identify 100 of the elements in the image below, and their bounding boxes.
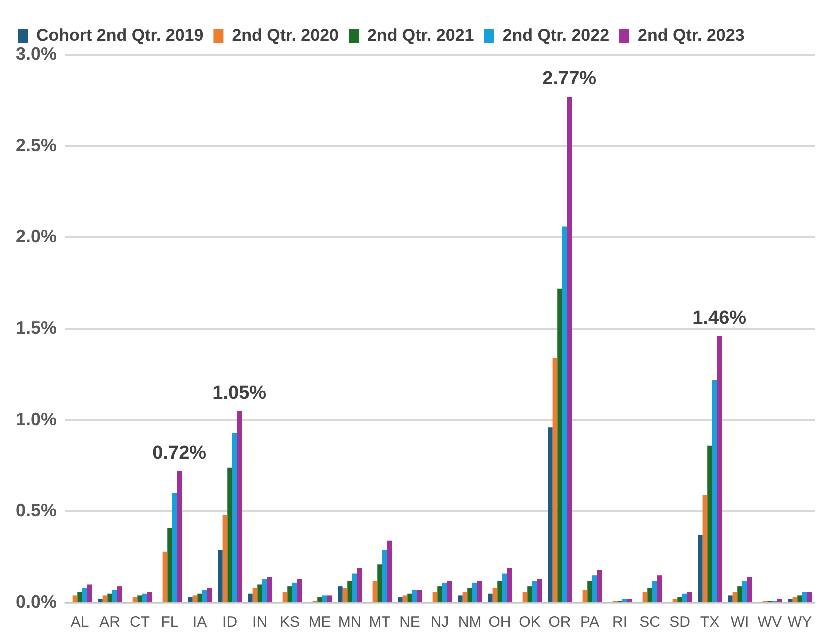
y-tick-label: 1.0% <box>16 409 58 430</box>
x-tick-label: NM <box>458 614 482 632</box>
bar <box>108 594 112 602</box>
bar <box>398 598 403 602</box>
bar <box>267 577 272 602</box>
bar <box>138 596 142 602</box>
bar <box>702 495 708 602</box>
bar <box>98 599 103 602</box>
bar <box>408 594 412 602</box>
bar <box>807 592 812 602</box>
x-tick-label: WV <box>758 614 782 632</box>
y-tick-label: 2.5% <box>16 135 58 156</box>
bar <box>378 564 382 602</box>
bar <box>252 588 258 602</box>
bar <box>322 596 328 602</box>
x-tick-label: NE <box>400 614 420 632</box>
y-tick-label: 0.0% <box>16 592 58 612</box>
bar <box>777 599 782 602</box>
bar <box>432 592 438 602</box>
bar <box>507 568 512 602</box>
bar <box>792 598 798 602</box>
bar <box>192 596 198 602</box>
legend-label: 2nd Qtr. 2021 <box>367 26 474 46</box>
bar <box>682 594 688 602</box>
bar <box>747 577 752 602</box>
bar <box>132 598 138 602</box>
bar <box>248 594 253 602</box>
bar <box>438 586 442 602</box>
bar <box>237 411 242 602</box>
bar <box>502 574 508 602</box>
x-tick-label: AL <box>70 614 90 632</box>
bar <box>147 592 152 602</box>
data-label: 1.05% <box>212 382 267 404</box>
bar <box>258 584 262 602</box>
legend-label: 2nd Qtr. 2020 <box>232 26 339 46</box>
bar <box>462 592 468 602</box>
bar <box>708 446 712 602</box>
x-tick-label: MN <box>338 614 362 632</box>
x-tick-label: FL <box>161 614 179 632</box>
x-tick-label: IN <box>252 614 268 632</box>
bar <box>172 493 178 602</box>
data-label: 1.46% <box>692 308 747 330</box>
data-label: 0.72% <box>152 443 207 464</box>
bar <box>492 588 498 602</box>
bar <box>387 540 392 602</box>
bar <box>202 590 208 602</box>
bar <box>657 576 662 602</box>
bar <box>142 594 148 602</box>
x-tick-label: WY <box>788 614 812 632</box>
bar <box>417 590 422 602</box>
bar <box>477 581 482 602</box>
bar <box>348 581 352 602</box>
bar <box>597 570 602 602</box>
bar <box>78 592 82 602</box>
bar <box>112 590 118 602</box>
bar <box>552 358 558 602</box>
bar <box>687 592 692 602</box>
bar <box>732 592 738 602</box>
bar <box>712 380 718 602</box>
bar <box>562 226 568 602</box>
bar <box>338 586 343 602</box>
x-tick-label: ME <box>308 614 332 632</box>
bar <box>282 592 288 602</box>
bar <box>382 550 388 602</box>
bar <box>198 594 202 602</box>
bar <box>678 598 682 602</box>
x-tick-label: TX <box>700 614 720 632</box>
bar <box>318 598 322 602</box>
y-tick-label: 2.0% <box>16 226 58 247</box>
bar <box>588 581 592 602</box>
bar <box>288 586 292 602</box>
bar <box>558 288 562 602</box>
bar <box>412 590 418 602</box>
x-tick-label: CT <box>130 614 150 632</box>
x-tick-label: PA <box>580 614 600 632</box>
x-tick-label: SD <box>670 614 691 632</box>
x-tick-label: RI <box>612 614 628 632</box>
x-tick-label: MT <box>369 614 391 632</box>
x-tick-label: IA <box>192 614 208 632</box>
bar <box>327 596 332 602</box>
bar <box>652 581 658 602</box>
bar <box>548 428 553 602</box>
bar <box>402 596 408 602</box>
bar <box>228 468 232 602</box>
legend-label: Cohort 2nd Qtr. 2019 <box>36 26 204 46</box>
x-tick-label: AR <box>100 614 121 632</box>
y-tick-label: 0.5% <box>16 500 58 521</box>
bar <box>297 579 302 602</box>
bar <box>218 550 223 602</box>
bar <box>627 599 632 602</box>
bar <box>352 574 358 602</box>
x-tick-label: ID <box>222 614 238 632</box>
data-label: 2.77% <box>542 68 597 90</box>
bar <box>162 552 168 602</box>
bar <box>788 599 793 602</box>
bar <box>717 336 722 602</box>
bar <box>582 590 588 602</box>
x-tick-label: OK <box>519 614 541 632</box>
bar <box>738 586 742 602</box>
bar <box>458 596 463 602</box>
